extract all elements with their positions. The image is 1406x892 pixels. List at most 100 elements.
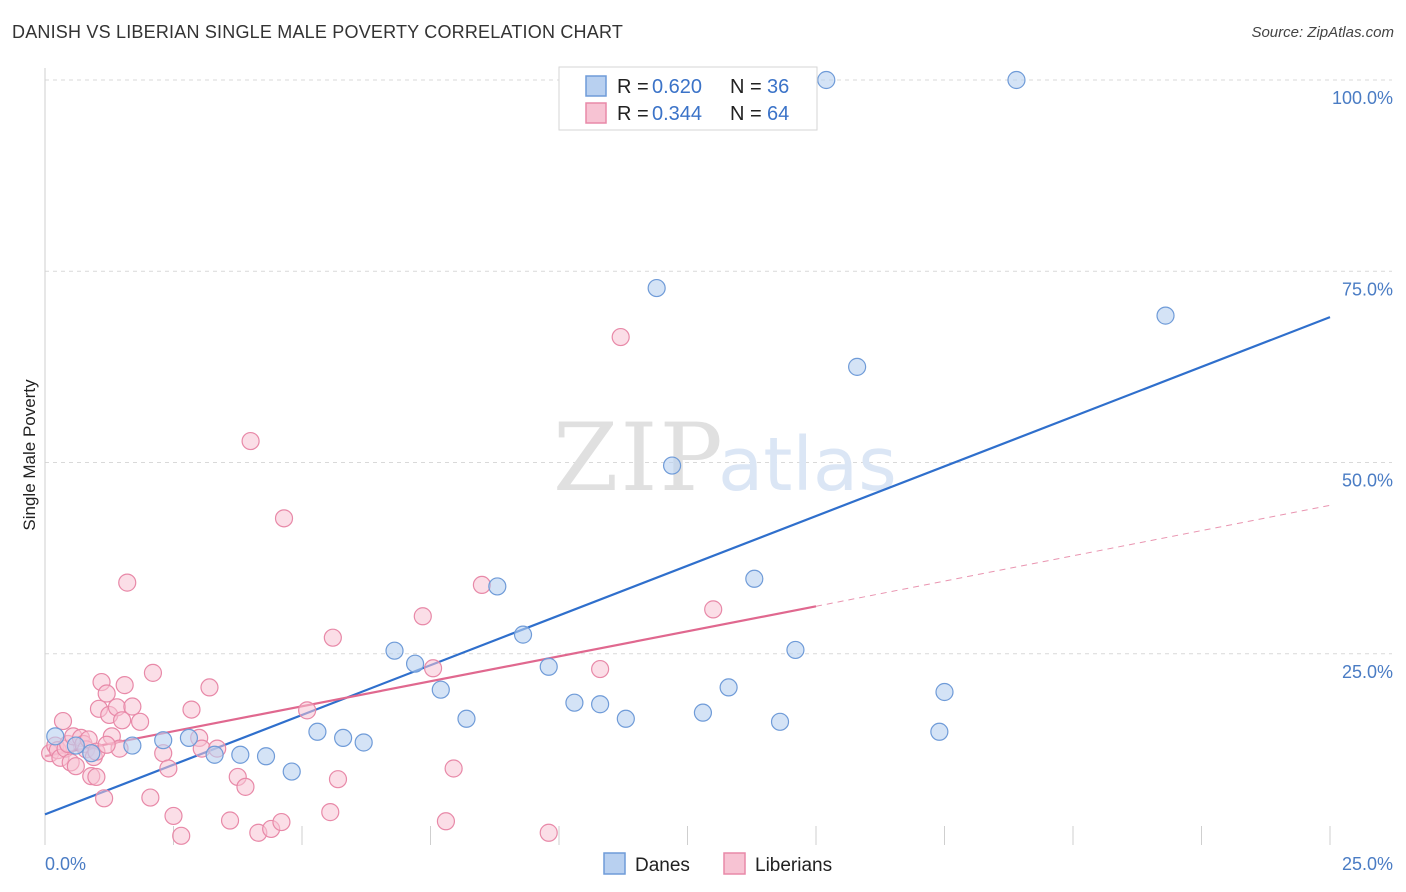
- danes-point: [457, 709, 476, 728]
- liberians-point: [472, 575, 491, 595]
- danes-point: [513, 625, 533, 644]
- liberians-point: [220, 811, 240, 830]
- y-tick-labels: 25.0% 50.0% 75.0% 100.0%: [1332, 88, 1393, 682]
- danes-point: [930, 722, 949, 741]
- danes-point: [231, 745, 250, 764]
- liberians-point: [274, 509, 294, 528]
- liberians-point: [53, 711, 73, 731]
- danes-point: [1007, 70, 1026, 90]
- danes-point: [786, 640, 805, 660]
- series-legend: Danes Liberians: [603, 852, 832, 876]
- chart-title: DANISH VS LIBERIAN SINGLE MALE POVERTY C…: [12, 22, 624, 42]
- y-tick-label: 100.0%: [1332, 88, 1393, 108]
- liberians-point: [423, 659, 443, 678]
- liberians-point: [182, 700, 201, 719]
- liberians-point: [200, 678, 219, 697]
- danes-point: [616, 709, 635, 728]
- legend-r-value-liberians: 0.344: [652, 103, 702, 125]
- danes-point: [431, 680, 450, 699]
- danes-point: [935, 682, 954, 702]
- liberians-point: [328, 770, 348, 789]
- liberians-point: [97, 735, 116, 754]
- legend-n-value-danes: 36: [767, 76, 789, 98]
- liberians-point: [164, 806, 183, 826]
- danes-point: [66, 736, 85, 755]
- liberians-point: [159, 759, 178, 778]
- x-tick-label: 0.0%: [45, 854, 86, 874]
- liberians-point: [95, 789, 114, 808]
- watermark-zip: ZIP: [553, 404, 725, 513]
- bottom-legend-swatch-liberians: [723, 852, 746, 875]
- danes-point: [770, 712, 790, 731]
- danes-point: [154, 731, 173, 750]
- liberians-point: [413, 607, 432, 626]
- liberians-point: [130, 712, 150, 731]
- danes-point: [488, 577, 507, 596]
- danes-points: [46, 70, 1175, 781]
- y-tick-label: 75.0%: [1342, 279, 1393, 299]
- liberians-point: [539, 823, 558, 842]
- legend-n-label-liberians: N =: [730, 103, 762, 125]
- danes-point: [205, 745, 224, 764]
- legend-n-value-liberians: 64: [767, 103, 789, 125]
- danes-point: [745, 569, 764, 588]
- danes-point: [385, 641, 404, 660]
- danes-point: [282, 762, 301, 781]
- y-tick-label: 25.0%: [1342, 662, 1393, 682]
- liberians-point: [704, 600, 723, 619]
- danes-point: [591, 695, 610, 714]
- liberians-point: [611, 327, 630, 347]
- liberians-point: [298, 701, 317, 720]
- liberians-point: [115, 676, 134, 695]
- danes-point: [693, 703, 713, 722]
- danes-point: [539, 657, 558, 676]
- danes-point: [308, 722, 327, 741]
- source-label: Source: ZipAtlas.com: [1251, 24, 1394, 41]
- liberians-point: [272, 812, 291, 832]
- liberians-point: [444, 759, 463, 778]
- liberians-point: [172, 826, 191, 845]
- liberians-point: [321, 803, 340, 822]
- watermark: ZIP atlas: [553, 404, 897, 513]
- axes: [44, 68, 1331, 845]
- liberians-trend-extension: [815, 504, 1331, 607]
- x-tick-labels: 0.0% 25.0%: [45, 854, 1393, 874]
- trend-lines: [44, 316, 1331, 816]
- y-axis-label: Single Male Poverty: [20, 379, 39, 531]
- danes-point: [817, 70, 836, 90]
- bottom-legend-label-liberians: Liberians: [755, 855, 832, 876]
- liberians-point: [236, 777, 255, 796]
- danes-point: [123, 736, 142, 755]
- liberians-point: [123, 697, 142, 716]
- danes-point: [334, 728, 353, 748]
- danes-point: [1156, 306, 1175, 325]
- danes-point: [565, 693, 584, 712]
- x-tick-label: 25.0%: [1342, 854, 1393, 874]
- danes-point: [719, 678, 738, 697]
- liberians-point: [87, 767, 106, 787]
- liberians-trend-line: [44, 605, 817, 758]
- danes-point: [848, 357, 867, 376]
- liberians-point: [591, 659, 610, 679]
- danes-point: [46, 727, 65, 746]
- legend-r-label-danes: R =: [617, 76, 649, 98]
- danes-point: [256, 747, 276, 766]
- danes-point: [354, 733, 373, 752]
- liberians-point: [97, 684, 116, 703]
- watermark-atlas: atlas: [718, 422, 897, 508]
- liberians-point: [143, 663, 163, 682]
- danes-point: [405, 654, 425, 673]
- liberians-point: [436, 812, 456, 831]
- danes-point: [179, 728, 199, 748]
- legend-swatch-liberians: [585, 102, 607, 124]
- grid-lines: [45, 79, 1392, 655]
- legend-n-label-danes: N =: [730, 76, 762, 98]
- liberians-point: [323, 628, 342, 647]
- danes-point: [662, 456, 682, 475]
- liberians-point: [118, 573, 137, 592]
- bottom-legend-swatch-danes: [603, 852, 626, 875]
- liberians-point: [241, 431, 260, 451]
- liberians-point: [66, 757, 85, 776]
- danes-trend-line: [44, 316, 1331, 816]
